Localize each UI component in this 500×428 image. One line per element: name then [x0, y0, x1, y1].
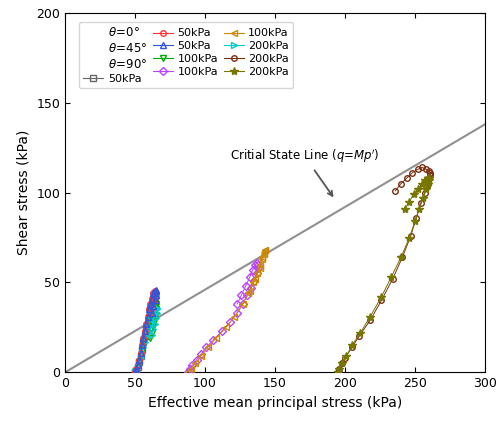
Legend: $\theta\!=\!0°$, $\theta\!=\!45°$, $\theta\!=\!90°$, 50kPa, 50kPa, 50kPa, 100kPa: $\theta\!=\!0°$, $\theta\!=\!45°$, $\the…	[79, 22, 293, 88]
Text: Critial State Line ($q$=$Mp$$'$): Critial State Line ($q$=$Mp$$'$)	[230, 148, 380, 196]
Y-axis label: Shear stress (kPa): Shear stress (kPa)	[16, 130, 30, 255]
X-axis label: Effective mean principal stress (kPa): Effective mean principal stress (kPa)	[148, 396, 402, 410]
